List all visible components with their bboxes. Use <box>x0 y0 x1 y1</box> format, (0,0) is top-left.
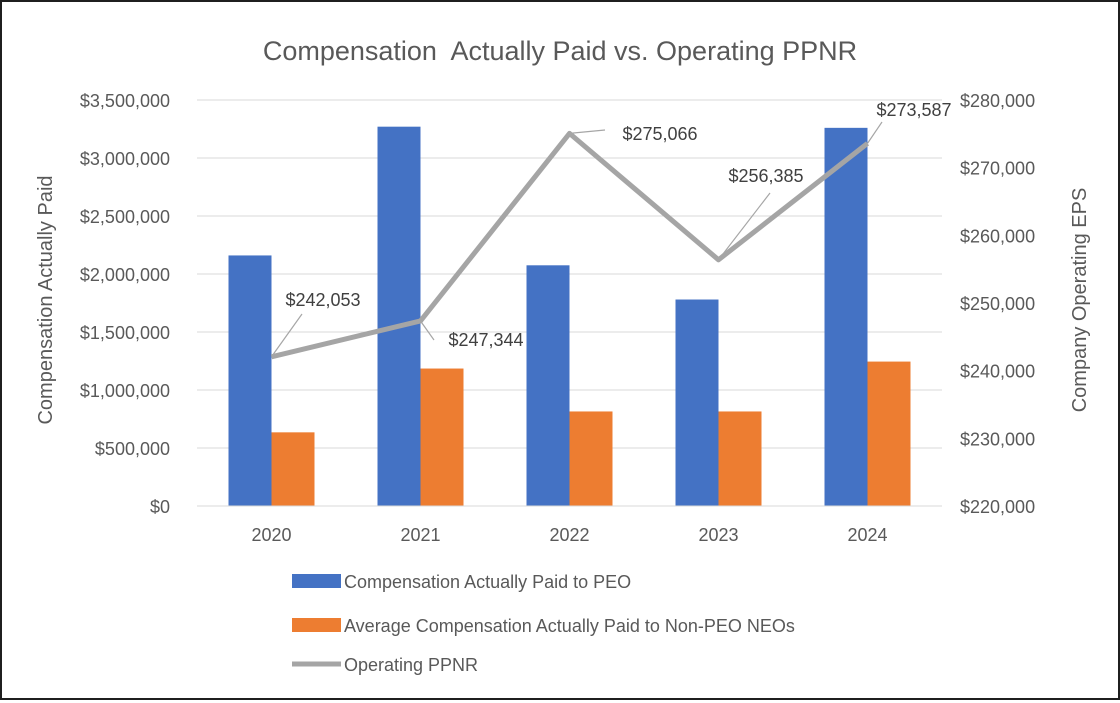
ppnr-data-label: $256,385 <box>728 166 803 186</box>
chart-title: Compensation Actually Paid vs. Operating… <box>263 36 857 66</box>
legend-swatch <box>292 618 341 632</box>
bar-neo-2023 <box>718 411 762 506</box>
bars <box>228 126 911 507</box>
y2-tick-label: $220,000 <box>960 497 1035 517</box>
leader-line <box>867 121 883 144</box>
y-tick-label: $500,000 <box>95 439 170 459</box>
y2-tick-label: $240,000 <box>960 362 1035 382</box>
x-tick-label: 2022 <box>549 525 589 545</box>
y2-tick-label: $280,000 <box>960 91 1035 111</box>
x-tick-label: 2024 <box>847 525 887 545</box>
y2-axis-title: Company Operating EPS <box>1069 188 1091 413</box>
y-tick-label: $2,500,000 <box>80 207 170 227</box>
y-tick-label: $2,000,000 <box>80 265 170 285</box>
data-labels: $242,053 $247,344 $275,066 $256,385 $273,587 <box>271 100 952 358</box>
legend-swatch <box>292 574 341 588</box>
bar-peo-2020 <box>228 255 272 506</box>
y-tick-label: $1,500,000 <box>80 323 170 343</box>
ppnr-data-label: $273,587 <box>876 100 951 120</box>
bar-peo-2021 <box>377 126 421 507</box>
y-tick-label: $3,500,000 <box>80 91 170 111</box>
ppnr-data-label: $275,066 <box>622 124 697 144</box>
legend-label: Operating PPNR <box>344 655 478 675</box>
x-tick-label: 2023 <box>698 525 738 545</box>
bar-neo-2020 <box>271 432 315 506</box>
y-tick-label: $0 <box>150 497 170 517</box>
bar-peo-2022 <box>526 265 570 506</box>
leader-line <box>718 192 771 261</box>
leader-line <box>271 313 303 358</box>
axes: $0 $500,000 $1,000,000 $1,500,000 $2,000,000… <box>80 91 1035 545</box>
y2-tick-label: $270,000 <box>960 159 1035 179</box>
leader-line <box>420 320 435 341</box>
ppnr-data-label: $242,053 <box>285 290 360 310</box>
leader-line <box>569 129 606 134</box>
bar-neo-2024 <box>867 361 911 506</box>
y2-tick-label: $230,000 <box>960 429 1035 449</box>
ppnr-data-label: $247,344 <box>448 330 523 350</box>
y-axis-title: Compensation Actually Paid <box>35 175 57 424</box>
legend: Compensation Actually Paid to PEO Average… <box>292 572 795 675</box>
y-tick-label: $3,000,000 <box>80 149 170 169</box>
x-tick-label: 2020 <box>251 525 291 545</box>
bar-peo-2023 <box>675 299 719 506</box>
y2-tick-label: $250,000 <box>960 294 1035 314</box>
legend-label: Compensation Actually Paid to PEO <box>344 572 631 592</box>
y-tick-label: $1,000,000 <box>80 381 170 401</box>
y2-tick-label: $260,000 <box>960 226 1035 246</box>
bar-peo-2024 <box>824 127 868 506</box>
legend-label: Average Compensation Actually Paid to No… <box>344 616 795 636</box>
bar-neo-2021 <box>420 368 464 506</box>
x-tick-label: 2021 <box>400 525 440 545</box>
bar-neo-2022 <box>569 411 613 506</box>
